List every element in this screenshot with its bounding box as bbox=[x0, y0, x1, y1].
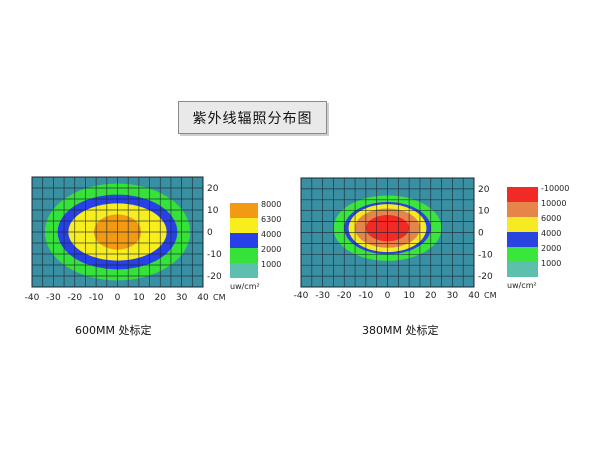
x-unit-label: CM bbox=[213, 293, 226, 302]
legend-swatch bbox=[507, 262, 538, 277]
legend-swatch bbox=[507, 217, 538, 232]
x-tick-label: -30 bbox=[315, 291, 330, 301]
y-tick-label: -20 bbox=[207, 272, 222, 282]
x-tick-label: -40 bbox=[25, 293, 40, 303]
x-tick-label: -20 bbox=[337, 291, 352, 301]
x-tick-label: 30 bbox=[176, 293, 188, 303]
x-tick-label: 30 bbox=[447, 291, 459, 301]
plot-border bbox=[31, 176, 204, 288]
legend-label: 1000 bbox=[541, 259, 561, 268]
x-tick-label: -10 bbox=[89, 293, 104, 303]
y-tick-label: -10 bbox=[207, 250, 222, 260]
y-tick-label: -20 bbox=[478, 272, 493, 282]
legend-label: 10000 bbox=[541, 199, 566, 208]
legend-label: 6000 bbox=[541, 214, 561, 223]
legend-label: 2000 bbox=[261, 245, 281, 254]
legend-swatch bbox=[507, 232, 538, 247]
caption-600mm: 600MM 处标定 bbox=[75, 324, 152, 337]
legend-label: 6300 bbox=[261, 215, 281, 224]
x-tick-label: 10 bbox=[403, 291, 415, 301]
y-tick-label: 0 bbox=[478, 229, 484, 239]
x-tick-label: 0 bbox=[385, 291, 391, 301]
x-tick-label: -20 bbox=[67, 293, 82, 303]
legend-swatch bbox=[230, 233, 258, 248]
legend-label: 4000 bbox=[541, 229, 561, 238]
chart-title: 紫外线辐照分布图 bbox=[178, 101, 327, 134]
legend-swatch bbox=[230, 218, 258, 233]
x-tick-label: 0 bbox=[115, 293, 121, 303]
x-tick-label: 20 bbox=[155, 293, 167, 303]
x-tick-label: -40 bbox=[294, 291, 309, 301]
y-tick-label: 20 bbox=[207, 184, 219, 194]
y-tick-label: 20 bbox=[478, 185, 490, 195]
x-tick-label: 40 bbox=[468, 291, 480, 301]
caption-380mm: 380MM 处标定 bbox=[362, 324, 439, 337]
x-tick-label: 20 bbox=[425, 291, 437, 301]
legend-swatch bbox=[507, 202, 538, 217]
legend-unit: uw/cm² bbox=[507, 281, 537, 290]
x-tick-label: -30 bbox=[46, 293, 61, 303]
y-tick-label: 10 bbox=[207, 206, 219, 216]
y-tick-label: 0 bbox=[207, 228, 213, 238]
legend-swatch bbox=[507, 247, 538, 262]
plot-border bbox=[300, 177, 475, 288]
x-tick-label: 40 bbox=[197, 293, 209, 303]
legend-label: 4000 bbox=[261, 230, 281, 239]
grid-lines bbox=[300, 177, 475, 288]
legend-swatch bbox=[507, 187, 538, 202]
legend-swatch bbox=[230, 248, 258, 263]
legend-label: 2000 bbox=[541, 244, 561, 253]
legend-label: 8000 bbox=[261, 200, 281, 209]
y-tick-label: -10 bbox=[478, 250, 493, 260]
x-tick-label: -10 bbox=[359, 291, 374, 301]
grid-lines bbox=[31, 176, 204, 288]
x-tick-label: 10 bbox=[133, 293, 145, 303]
y-tick-label: 10 bbox=[478, 207, 490, 217]
legend-swatch bbox=[230, 203, 258, 218]
x-unit-label: CM bbox=[484, 291, 497, 300]
legend-swatch bbox=[230, 263, 258, 278]
legend-label: 1000 bbox=[261, 260, 281, 269]
legend-unit: uw/cm² bbox=[230, 282, 260, 291]
legend-label: -10000 bbox=[541, 184, 569, 193]
